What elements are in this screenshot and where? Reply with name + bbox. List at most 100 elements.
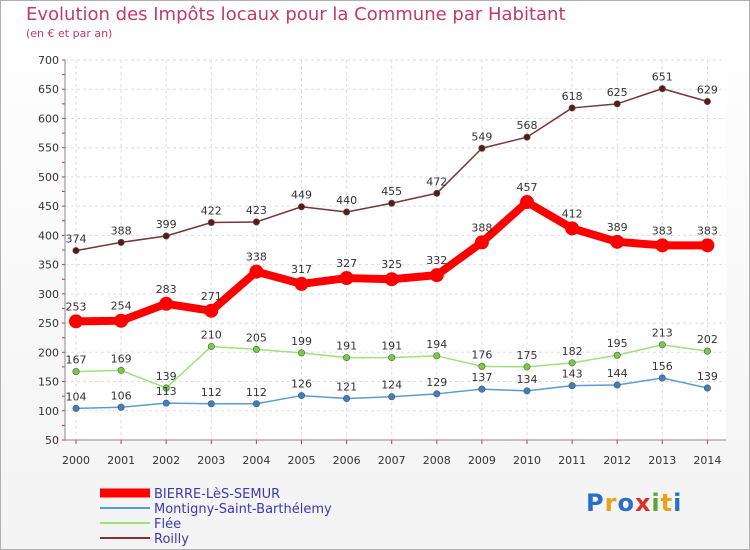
- legend-label: Montigny-Saint-Barthélemy: [154, 502, 332, 517]
- data-label: 194: [426, 338, 447, 351]
- y-tick-label: 50: [45, 434, 59, 447]
- data-label: 112: [246, 386, 267, 399]
- data-point: [294, 276, 309, 291]
- y-tick-label: 650: [38, 83, 59, 96]
- logo-letter: i: [651, 489, 661, 517]
- chart-title: Evolution des Impôts locaux pour la Comm…: [26, 4, 566, 25]
- data-point: [339, 271, 354, 286]
- data-label: 169: [111, 352, 132, 365]
- data-point: [613, 100, 621, 108]
- data-point: [297, 203, 305, 211]
- data-point: [69, 314, 83, 329]
- data-point: [565, 221, 580, 236]
- data-point: [252, 400, 260, 408]
- data-point: [384, 272, 399, 287]
- data-label: 374: [66, 233, 87, 246]
- data-point: [343, 208, 351, 216]
- data-label: 213: [652, 327, 673, 340]
- data-point: [478, 144, 486, 152]
- data-point: [72, 247, 80, 255]
- x-tick-label: 2014: [693, 454, 721, 467]
- logo-letter: x: [634, 489, 652, 517]
- logo-letter: t: [660, 489, 674, 517]
- data-point: [568, 359, 576, 367]
- data-label: 332: [426, 254, 447, 267]
- data-label: 457: [517, 181, 538, 194]
- data-point: [204, 303, 219, 318]
- data-label: 625: [607, 86, 628, 99]
- x-tick-label: 2004: [242, 454, 270, 467]
- data-point: [613, 381, 621, 389]
- plot-area: [65, 60, 726, 440]
- legend-label: BIERRE-LèS-SEMUR: [154, 487, 280, 502]
- x-tick-label: 2003: [197, 454, 225, 467]
- x-tick-label: 2006: [333, 454, 361, 467]
- data-label: 144: [607, 367, 628, 380]
- data-label: 629: [697, 84, 718, 97]
- data-point: [297, 349, 305, 357]
- data-label: 137: [471, 371, 492, 384]
- data-label: 651: [652, 71, 673, 84]
- data-point: [703, 384, 711, 392]
- data-label: 139: [156, 370, 177, 383]
- data-label: 202: [697, 333, 718, 346]
- data-label: 129: [426, 376, 447, 389]
- data-point: [658, 85, 666, 93]
- data-point: [117, 366, 125, 374]
- data-point: [114, 313, 129, 328]
- data-label: 121: [336, 380, 357, 393]
- x-tick-label: 2011: [558, 454, 586, 467]
- data-point: [433, 390, 441, 398]
- data-label: 175: [517, 349, 538, 362]
- data-label: 618: [562, 90, 583, 103]
- data-label: 271: [201, 290, 222, 303]
- data-label: 191: [381, 340, 402, 353]
- data-point: [703, 98, 711, 106]
- proxiti-logo: Proxiti: [586, 489, 682, 517]
- data-point: [72, 368, 80, 376]
- data-label: 325: [381, 258, 402, 271]
- data-point: [117, 403, 125, 411]
- data-label: 182: [562, 345, 583, 358]
- data-label: 156: [652, 360, 673, 373]
- data-point: [655, 238, 670, 253]
- data-point: [523, 387, 531, 395]
- data-point: [249, 264, 264, 279]
- data-label: 388: [111, 224, 132, 237]
- y-tick-label: 350: [38, 259, 59, 272]
- data-label: 139: [697, 370, 718, 383]
- data-point: [520, 195, 534, 210]
- data-point: [388, 354, 396, 362]
- logo-letter: o: [617, 489, 635, 517]
- data-label: 126: [291, 378, 312, 391]
- data-point: [700, 238, 715, 253]
- data-label: 104: [66, 390, 87, 403]
- x-tick-label: 2010: [513, 454, 541, 467]
- data-label: 423: [246, 204, 267, 217]
- data-label: 113: [156, 385, 177, 398]
- data-point: [658, 374, 666, 382]
- data-point: [388, 393, 396, 401]
- y-tick-label: 700: [38, 54, 59, 67]
- x-tick-label: 2009: [468, 454, 496, 467]
- data-point: [478, 362, 486, 370]
- data-label: 389: [607, 221, 628, 234]
- y-tick-label: 450: [38, 200, 59, 213]
- data-point: [162, 399, 170, 407]
- logo-letter: r: [604, 489, 618, 517]
- data-label: 210: [201, 328, 222, 341]
- data-point: [433, 352, 441, 360]
- x-tick-label: 2012: [603, 454, 631, 467]
- data-point: [159, 296, 174, 311]
- y-tick-label: 600: [38, 112, 59, 125]
- data-point: [703, 347, 711, 355]
- x-tick-label: 2008: [423, 454, 451, 467]
- y-tick-label: 300: [38, 288, 59, 301]
- y-tick-label: 250: [38, 317, 59, 330]
- data-label: 338: [246, 251, 267, 264]
- data-point: [610, 234, 625, 249]
- y-tick-label: 500: [38, 171, 59, 184]
- data-point: [343, 394, 351, 402]
- data-label: 549: [471, 130, 492, 143]
